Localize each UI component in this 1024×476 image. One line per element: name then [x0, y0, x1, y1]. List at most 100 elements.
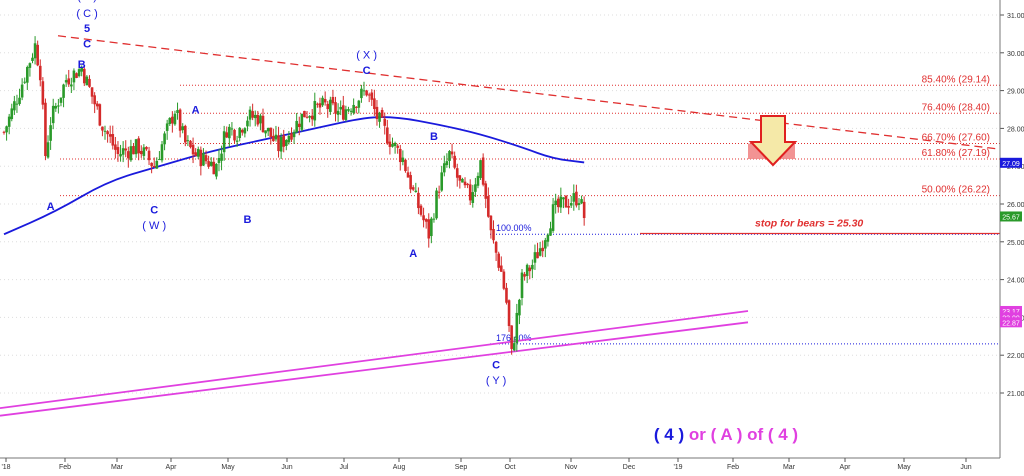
- candle-body: [336, 110, 340, 115]
- wave-label: C: [83, 38, 91, 50]
- candles-layer: [2, 36, 586, 355]
- candle-body: [443, 163, 446, 173]
- wave-count-label-part: ( 4 ): [654, 425, 684, 444]
- candle-body: [132, 146, 135, 155]
- wave-count-label-part: of: [742, 425, 768, 444]
- candle-body: [308, 116, 311, 118]
- candle-body: [536, 252, 539, 259]
- x-tick-label: Feb: [59, 464, 71, 471]
- candle-body: [300, 113, 304, 130]
- candle-body: [347, 109, 350, 111]
- candle-body: [285, 140, 288, 146]
- candle-body: [430, 218, 433, 237]
- candle-body: [463, 181, 467, 186]
- candle-body: [119, 154, 122, 157]
- candle-body: [176, 110, 179, 114]
- candle-body: [334, 102, 337, 114]
- fib-level-label: 50.00% (26.22): [922, 185, 990, 196]
- candle-body: [541, 247, 545, 252]
- candle-body: [554, 200, 557, 206]
- candle-body: [46, 142, 50, 158]
- candle-body: [518, 299, 521, 316]
- candle-body: [139, 150, 143, 155]
- candle-body: [494, 241, 498, 253]
- candle-body: [90, 87, 94, 97]
- candle-body: [38, 65, 42, 81]
- candle-body: [445, 161, 449, 166]
- candle-body: [26, 67, 29, 83]
- wave-label: ( X ): [356, 50, 377, 62]
- candle-body: [235, 140, 239, 142]
- candle-body: [54, 105, 58, 109]
- candle-body: [354, 106, 358, 108]
- candle-body: [365, 90, 368, 96]
- candle-body: [505, 287, 508, 303]
- wave-label: ( W ): [142, 220, 166, 232]
- candle-body: [474, 184, 477, 192]
- wave-count-label-part: ( 4 ): [768, 425, 798, 444]
- wave-label: C: [363, 65, 371, 77]
- candle-body: [209, 161, 213, 166]
- candle-body: [82, 68, 86, 84]
- candle-body: [378, 112, 381, 122]
- down-arrow-icon: [748, 115, 798, 167]
- x-tick-label: '18: [1, 464, 10, 471]
- candle-body: [321, 97, 324, 106]
- price-tag-label: 22.87: [1002, 320, 1020, 327]
- candle-body: [567, 205, 570, 208]
- candle-body: [562, 197, 565, 200]
- x-tick-label: '19: [673, 464, 682, 471]
- candle-body: [580, 199, 583, 204]
- candle-body: [171, 116, 174, 124]
- candle-body: [259, 115, 262, 124]
- candle-body: [391, 144, 394, 147]
- candle-body: [437, 191, 441, 193]
- candle-body: [404, 159, 407, 172]
- candle-body: [466, 183, 469, 186]
- x-tick-label: Apr: [840, 464, 852, 471]
- wave-label: B: [430, 131, 438, 143]
- candle-body: [575, 191, 578, 206]
- candle-body: [370, 92, 374, 100]
- candle-body: [228, 126, 231, 139]
- candle-body: [98, 104, 102, 126]
- candle-body: [137, 138, 140, 154]
- candle-body: [233, 129, 236, 141]
- candle-body: [277, 135, 280, 152]
- candle-body: [479, 160, 482, 178]
- candle-body: [388, 141, 392, 147]
- candle-body: [147, 150, 151, 161]
- candle-body: [373, 98, 376, 110]
- candle-body: [178, 109, 182, 131]
- candle-body: [396, 145, 399, 148]
- candle-body: [253, 114, 257, 119]
- candle-body: [184, 125, 187, 143]
- wave-count-label-part: ( A ): [711, 425, 743, 444]
- candle-body: [546, 234, 550, 242]
- candle-body: [424, 219, 428, 222]
- candle-body: [51, 105, 55, 124]
- candle-body: [525, 264, 529, 276]
- candle-body: [492, 229, 495, 241]
- candle-body: [134, 139, 138, 155]
- candle-body: [33, 43, 37, 59]
- candle-body: [116, 147, 120, 155]
- candle-body: [453, 155, 456, 168]
- stop-line-label: stop for bears = 25.30: [755, 217, 863, 229]
- candle-body: [220, 153, 223, 161]
- candle-body: [398, 148, 402, 163]
- candle-body: [352, 104, 355, 114]
- candle-body: [551, 204, 555, 231]
- candle-body: [62, 84, 65, 98]
- candle-body: [349, 110, 353, 112]
- candle-body: [313, 101, 317, 121]
- price-tag-label: 25.67: [1002, 214, 1020, 221]
- candle-body: [375, 106, 379, 120]
- candle-body: [158, 159, 161, 161]
- candle-body: [88, 78, 91, 87]
- candle-body: [360, 88, 363, 99]
- candle-body: [409, 175, 412, 190]
- candle-body: [2, 131, 6, 133]
